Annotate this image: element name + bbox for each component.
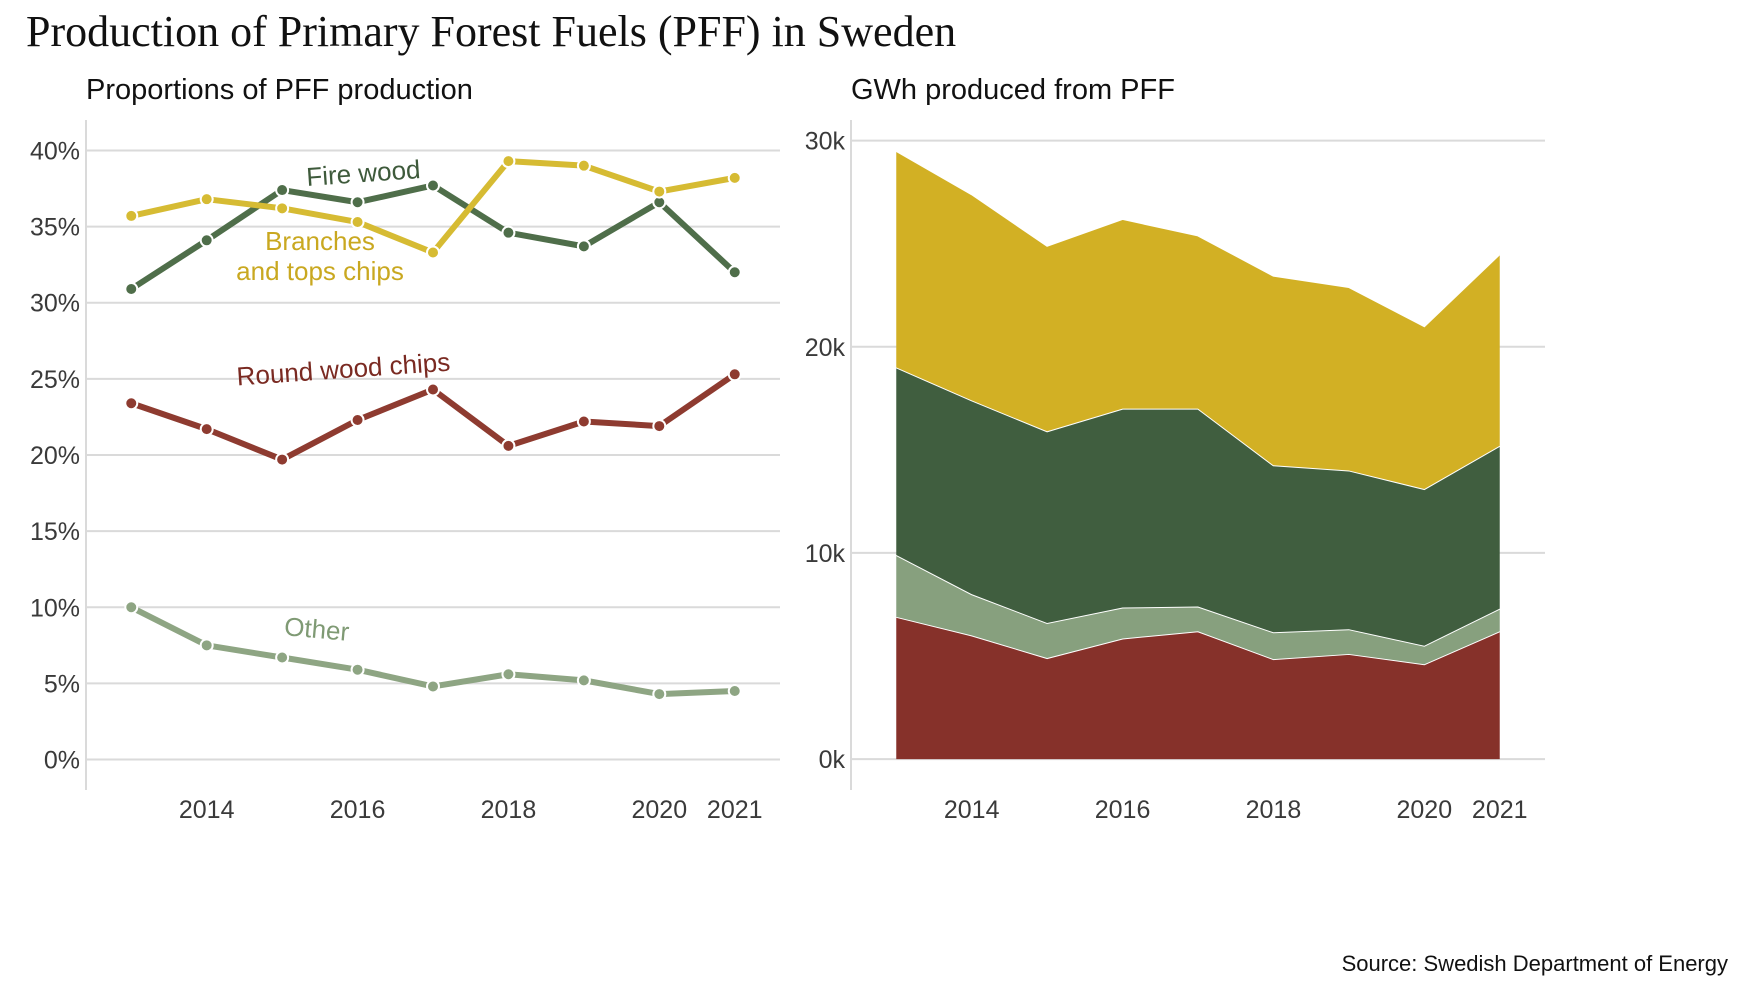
data-point-round-wood-chips — [426, 382, 440, 397]
area-round-wood-chips — [896, 616, 1500, 760]
data-point-other — [652, 687, 667, 702]
data-point-branches-and-tops-chips — [124, 208, 139, 223]
data-point-other — [350, 662, 365, 677]
source-note: Source: Swedish Department of Energy — [1341, 951, 1728, 976]
data-point-round-wood-chips — [199, 422, 214, 437]
data-point-other — [199, 638, 214, 653]
data-point-round-wood-chips — [124, 396, 139, 411]
data-point-other — [426, 679, 440, 694]
y-tick-label: 15% — [30, 518, 80, 546]
x-tick-label: 2016 — [1095, 796, 1151, 824]
data-point-fire-wood — [350, 195, 365, 210]
data-point-branches-and-tops-chips — [576, 158, 591, 173]
area-branches-and-tops-chips — [896, 150, 1500, 490]
y-tick-label: 0k — [819, 746, 846, 774]
y-tick-label: 25% — [30, 366, 80, 394]
data-point-round-wood-chips — [275, 452, 290, 467]
area-other — [896, 554, 1500, 665]
y-tick-label: 30% — [30, 290, 80, 318]
x-tick-label: 2018 — [481, 796, 537, 824]
y-tick-label: 5% — [44, 670, 80, 698]
data-point-fire-wood — [199, 233, 214, 248]
x-tick-label: 2021 — [707, 796, 763, 824]
main-title: Production of Primary Forest Fuels (PFF)… — [26, 7, 957, 56]
data-point-other — [501, 667, 516, 682]
x-tick-label: 2020 — [1396, 796, 1452, 824]
left-line-chart: 0% 5% 10% 15% 20% 25% 30% 35% 40% 2014 2016 2018 202… — [30, 120, 780, 824]
data-point-other — [727, 684, 742, 699]
y-tick-label: 20k — [805, 334, 846, 362]
data-point-branches-and-tops-chips — [727, 170, 742, 185]
data-point-fire-wood — [275, 183, 290, 198]
x-tick-label: 2018 — [1246, 796, 1302, 824]
series-label-line: Branches — [265, 226, 375, 256]
series-label-other: Other — [283, 611, 351, 647]
x-tick-label: 2021 — [1472, 796, 1528, 824]
y-tick-label: 40% — [30, 137, 80, 165]
right-area-chart: 0k 10k 20k 30k 2014 2016 2018 2020 2021 — [805, 120, 1545, 824]
series-label-fire-wood: Fire wood — [305, 154, 421, 192]
y-tick-label: 0% — [44, 747, 80, 775]
y-tick-label: 35% — [30, 214, 80, 242]
y-tick-label: 10k — [805, 540, 846, 568]
data-point-fire-wood — [727, 265, 742, 280]
area-fire-wood — [896, 367, 1500, 646]
area-edge-branches-and-tops-chips — [895, 150, 1501, 328]
y-tick-label: 30k — [805, 128, 846, 156]
right-panel-title: GWh produced from PFF — [851, 74, 1175, 106]
data-point-branches-and-tops-chips — [350, 215, 365, 230]
data-point-round-wood-chips — [576, 414, 591, 429]
data-point-branches-and-tops-chips — [426, 245, 440, 260]
x-tick-label: 2016 — [330, 796, 386, 824]
series-label-line: Fire wood — [305, 154, 421, 192]
left-panel-title: Proportions of PFF production — [86, 74, 473, 106]
series-label-round-wood-chips: Round wood chips — [236, 347, 451, 392]
data-point-fire-wood — [576, 239, 591, 254]
data-point-other — [275, 650, 290, 665]
data-point-round-wood-chips — [652, 419, 667, 434]
data-point-branches-and-tops-chips — [275, 201, 290, 216]
data-point-fire-wood — [426, 178, 440, 193]
y-tick-label: 10% — [30, 594, 80, 622]
series-line-branches-and-tops-chips — [128, 158, 738, 256]
y-tick-label: 20% — [30, 442, 80, 470]
series-label-branches-and-tops-chips: Branches and tops chips — [236, 226, 404, 286]
data-point-other — [576, 673, 591, 688]
series-label-line: Other — [283, 611, 351, 647]
data-point-round-wood-chips — [727, 367, 742, 382]
data-point-fire-wood — [124, 282, 139, 297]
x-tick-label: 2020 — [631, 796, 687, 824]
data-point-branches-and-tops-chips — [501, 154, 516, 169]
data-point-fire-wood — [501, 225, 516, 240]
series-label-line: and tops chips — [236, 256, 404, 286]
x-tick-label: 2014 — [179, 796, 235, 824]
series-label-line: Round wood chips — [236, 347, 451, 392]
data-point-branches-and-tops-chips — [199, 192, 214, 207]
data-point-round-wood-chips — [350, 412, 365, 427]
data-point-branches-and-tops-chips — [652, 184, 667, 199]
data-point-round-wood-chips — [501, 438, 516, 453]
data-point-other — [124, 600, 139, 615]
x-tick-label: 2014 — [944, 796, 1000, 824]
